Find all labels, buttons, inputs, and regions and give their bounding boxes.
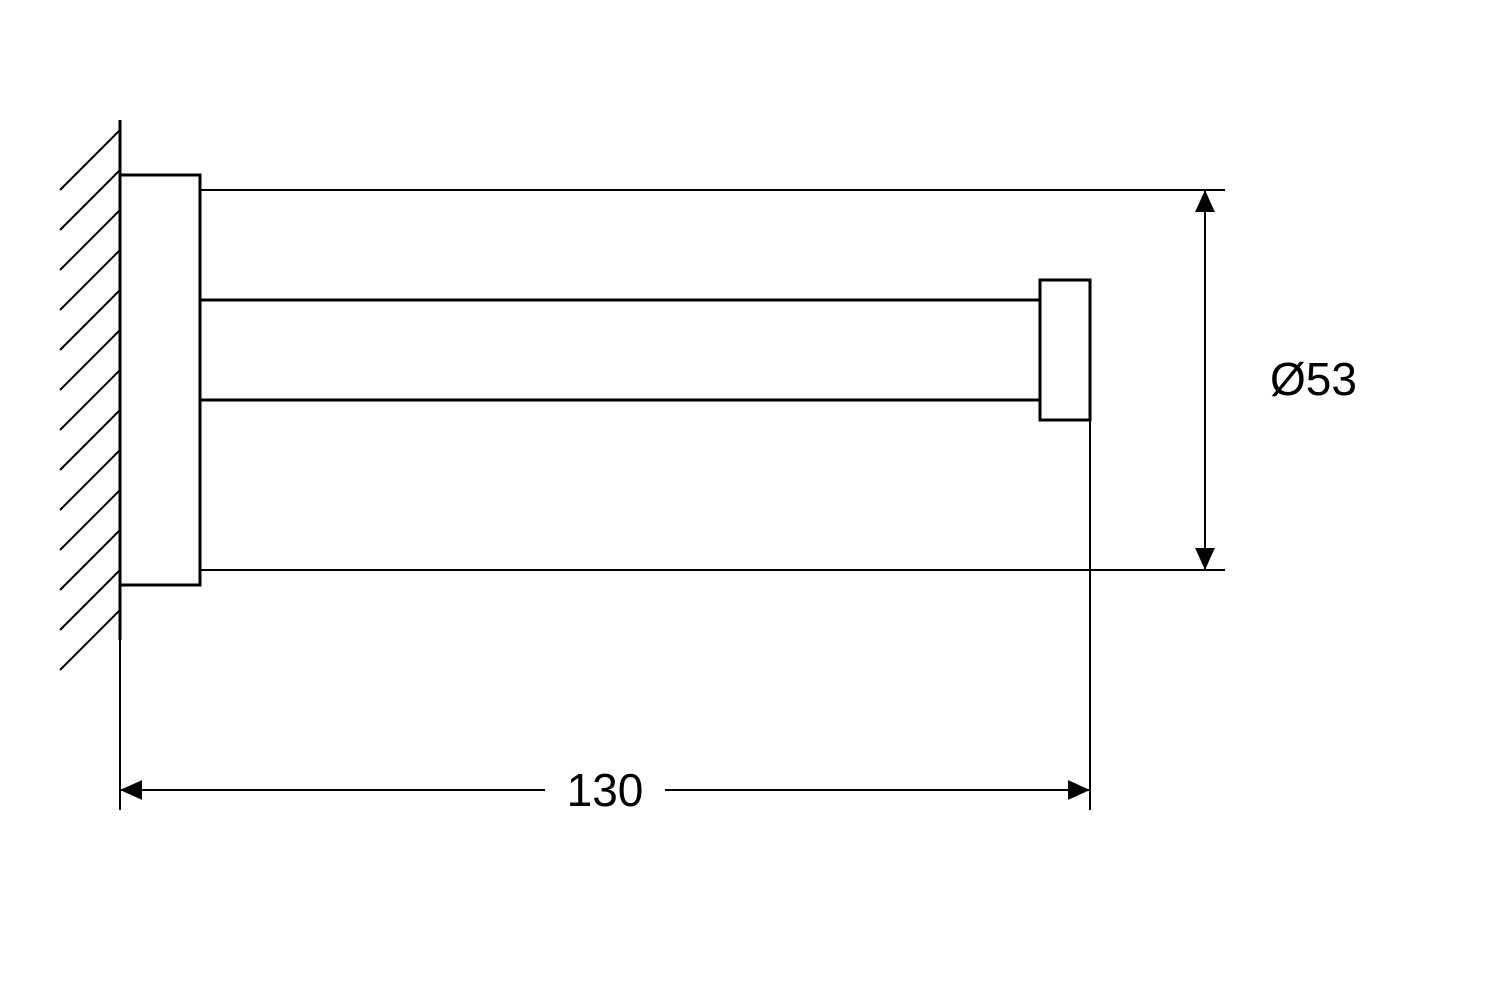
diameter-dimension-value: Ø53 [1270,353,1357,405]
part-outline [120,175,1090,585]
dimension-labels: 130 Ø53 [567,353,1357,816]
wall-hatching [60,120,120,670]
length-dimension-value: 130 [567,764,644,816]
technical-drawing: 130 Ø53 [0,0,1500,1000]
